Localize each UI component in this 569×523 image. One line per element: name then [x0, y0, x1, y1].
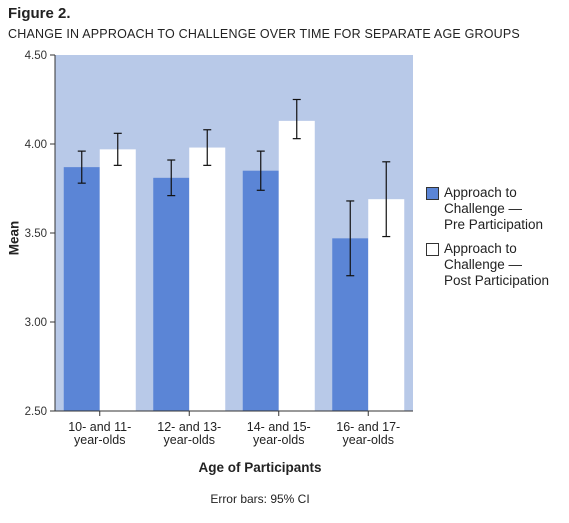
bar-post [99, 149, 136, 411]
legend-swatch-pre [426, 187, 439, 200]
legend-item-pre: Approach to Challenge — Pre Participatio… [426, 185, 549, 233]
bar-post [189, 147, 226, 411]
figure-label: Figure 2. [8, 5, 71, 22]
figure-title: CHANGE IN APPROACH TO CHALLENGE OVER TIM… [8, 27, 520, 41]
x-tick-label: year-olds [343, 433, 394, 447]
bar-pre [153, 177, 190, 411]
x-tick-label: 12- and 13- [157, 420, 221, 434]
y-tick-label: 4.00 [25, 139, 47, 151]
x-tick-label: 10- and 11- [68, 420, 131, 434]
x-tick-label: 14- and 15- [247, 420, 311, 434]
x-tick-label: year-olds [253, 433, 304, 447]
y-tick-label: 4.50 [25, 50, 47, 62]
y-tick-label: 3.50 [25, 228, 47, 240]
bar-pre [242, 170, 279, 411]
legend-swatch-post [426, 243, 439, 256]
legend-item-post: Approach to Challenge — Post Participati… [426, 241, 549, 289]
legend-label-post: Approach to Challenge — Post Participati… [444, 241, 550, 288]
x-axis-label: Age of Participants [198, 460, 322, 475]
y-tick-label: 2.50 [25, 406, 47, 418]
legend-label-pre: Approach to Challenge — Pre Participatio… [444, 185, 544, 232]
legend: Approach to Challenge — Pre Participatio… [426, 185, 549, 297]
x-tick-label: year-olds [74, 433, 125, 447]
x-tick-label: year-olds [164, 433, 215, 447]
y-tick-label: 3.00 [25, 317, 47, 329]
bar-post [278, 120, 315, 412]
bar-pre [63, 167, 100, 411]
y-axis-label: Mean [6, 220, 22, 256]
error-bars-note: Error bars: 95% CI [210, 492, 310, 506]
x-tick-label: 16- and 17- [336, 420, 400, 434]
